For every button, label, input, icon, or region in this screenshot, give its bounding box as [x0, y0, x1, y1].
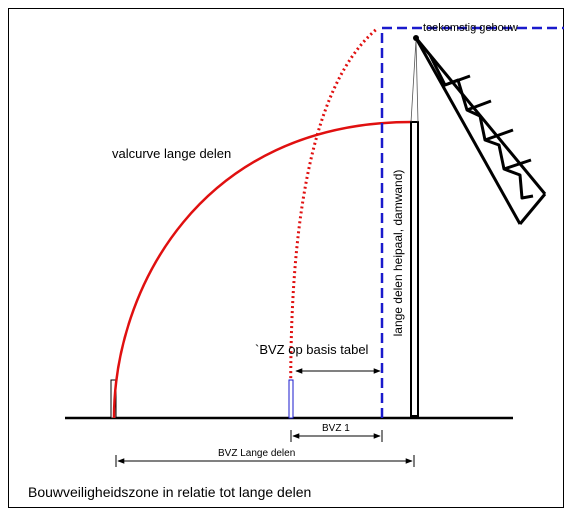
label-bvz-table: `BVZ op basis tabel — [255, 342, 369, 357]
label-long-parts-vertical: lange delen heipaal, damwand) — [391, 169, 405, 337]
label-future-building: toekomstig gebouw — [423, 22, 518, 34]
fall-curve-long-parts — [112, 120, 413, 419]
caption: Bouwveiligheidszone in relatie tot lange… — [28, 484, 312, 500]
crane-boom — [414, 37, 547, 225]
label-bvz-lange-delen: BVZ Lange delen — [218, 448, 296, 459]
crane-tip — [413, 35, 419, 41]
fall-curve-table — [289, 26, 379, 419]
short-element-middle — [288, 379, 294, 419]
building-boundary — [380, 26, 564, 418]
dimension-bvz-lange-delen — [115, 455, 415, 467]
diagram-frame — [8, 8, 564, 508]
label-bvz1: BVZ 1 — [322, 423, 350, 434]
dimension-bvz1 — [290, 430, 383, 442]
label-fall-curve: valcurve lange delen — [112, 146, 232, 161]
long-element-pile — [410, 121, 419, 417]
crane-cone — [410, 39, 419, 123]
